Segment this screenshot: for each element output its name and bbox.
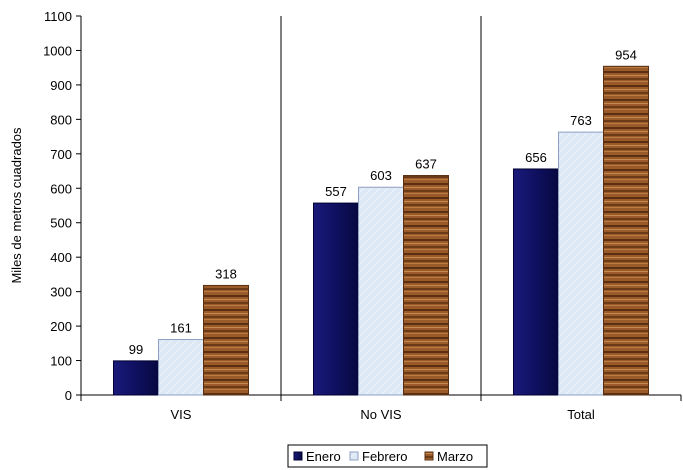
legend-label-febrero: Febrero bbox=[362, 449, 408, 464]
x-category-label: No VIS bbox=[360, 407, 402, 422]
bar-febrero-vis bbox=[158, 339, 204, 396]
y-tick-label: 100 bbox=[50, 354, 72, 369]
legend-label-marzo: Marzo bbox=[437, 449, 473, 464]
y-axis-title: Miles de metros cuadrados bbox=[9, 127, 24, 284]
data-label: 557 bbox=[325, 184, 347, 199]
data-label: 763 bbox=[570, 113, 592, 128]
data-label: 603 bbox=[370, 168, 392, 183]
legend-label-enero: Enero bbox=[306, 449, 341, 464]
y-tick-label: 700 bbox=[50, 147, 72, 162]
y-tick-label: 400 bbox=[50, 250, 72, 265]
data-label: 99 bbox=[129, 342, 143, 357]
legend-swatch-enero bbox=[293, 451, 303, 461]
legend-box bbox=[287, 444, 488, 468]
y-tick-label: 1100 bbox=[44, 9, 72, 24]
bar-febrero-no-vis bbox=[358, 186, 404, 396]
y-tick-label: 300 bbox=[50, 285, 72, 300]
legend-swatch-febrero bbox=[349, 451, 359, 461]
data-label: 637 bbox=[415, 157, 437, 172]
data-label: 161 bbox=[170, 321, 192, 336]
bar-enero-no-vis bbox=[313, 202, 359, 396]
legend-swatch-marzo bbox=[424, 451, 434, 461]
bar-enero-total bbox=[513, 168, 559, 396]
y-tick-label: 200 bbox=[50, 319, 72, 334]
data-label: 318 bbox=[215, 266, 237, 281]
data-label: 954 bbox=[615, 47, 637, 62]
data-label: 656 bbox=[525, 150, 547, 165]
bar-marzo-no-vis bbox=[403, 175, 449, 396]
bar-enero-vis bbox=[113, 360, 159, 396]
y-tick-label: 800 bbox=[50, 112, 72, 127]
bar-febrero-total bbox=[558, 131, 604, 396]
bar-marzo-vis bbox=[203, 284, 249, 396]
bar-marzo-total bbox=[603, 65, 649, 396]
y-tick-label: 900 bbox=[50, 78, 72, 93]
y-tick-label: 1000 bbox=[43, 43, 72, 58]
x-category-label: Total bbox=[567, 407, 595, 422]
y-tick-label: 0 bbox=[65, 388, 72, 403]
x-category-label: VIS bbox=[171, 407, 192, 422]
y-tick-label: 600 bbox=[50, 181, 72, 196]
y-tick-label: 500 bbox=[50, 216, 72, 231]
